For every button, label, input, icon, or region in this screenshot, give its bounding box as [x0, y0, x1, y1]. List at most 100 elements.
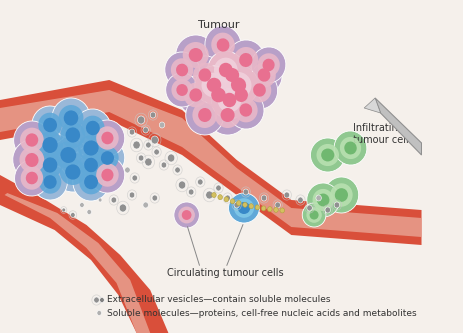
Circle shape — [325, 207, 331, 213]
Circle shape — [138, 155, 144, 161]
Circle shape — [143, 202, 149, 208]
Ellipse shape — [310, 210, 319, 219]
Ellipse shape — [44, 175, 56, 189]
Circle shape — [138, 116, 145, 124]
Ellipse shape — [75, 109, 111, 147]
Circle shape — [249, 204, 253, 209]
Ellipse shape — [184, 83, 207, 107]
Ellipse shape — [61, 122, 85, 148]
Ellipse shape — [340, 137, 361, 159]
Ellipse shape — [253, 83, 266, 97]
Ellipse shape — [78, 135, 104, 161]
Ellipse shape — [60, 159, 86, 185]
Ellipse shape — [38, 152, 63, 178]
Ellipse shape — [59, 105, 83, 131]
Ellipse shape — [101, 151, 114, 165]
Ellipse shape — [189, 48, 203, 62]
Circle shape — [161, 162, 167, 168]
Ellipse shape — [71, 128, 111, 168]
Circle shape — [206, 191, 213, 199]
Circle shape — [230, 199, 235, 204]
Circle shape — [316, 195, 321, 201]
Circle shape — [97, 310, 101, 315]
Ellipse shape — [193, 102, 217, 128]
Circle shape — [334, 202, 339, 208]
Ellipse shape — [65, 165, 81, 179]
Ellipse shape — [43, 118, 57, 132]
Text: Circulating tumour cells: Circulating tumour cells — [168, 268, 284, 278]
Circle shape — [255, 205, 260, 210]
Ellipse shape — [73, 163, 109, 201]
Circle shape — [218, 195, 222, 200]
Ellipse shape — [90, 157, 125, 193]
Circle shape — [280, 208, 284, 213]
Ellipse shape — [96, 146, 119, 170]
Circle shape — [225, 195, 230, 201]
Circle shape — [268, 207, 272, 212]
Ellipse shape — [189, 88, 202, 102]
Circle shape — [224, 197, 229, 202]
Circle shape — [274, 207, 278, 212]
Ellipse shape — [43, 137, 58, 153]
Circle shape — [198, 179, 203, 185]
Ellipse shape — [176, 35, 216, 75]
Ellipse shape — [84, 175, 98, 189]
Ellipse shape — [186, 95, 224, 135]
Circle shape — [62, 208, 66, 212]
Ellipse shape — [90, 140, 125, 176]
Ellipse shape — [178, 206, 195, 223]
Ellipse shape — [211, 88, 226, 102]
Ellipse shape — [54, 115, 92, 155]
Ellipse shape — [227, 40, 265, 80]
Ellipse shape — [83, 141, 99, 156]
Circle shape — [234, 202, 239, 208]
Ellipse shape — [233, 47, 258, 73]
Circle shape — [80, 202, 84, 207]
Ellipse shape — [20, 128, 44, 153]
Ellipse shape — [165, 52, 200, 88]
Ellipse shape — [241, 71, 278, 109]
Text: Extracellular vesicles—contain soluble molecules: Extracellular vesicles—contain soluble m… — [106, 295, 330, 304]
Circle shape — [212, 192, 216, 197]
Ellipse shape — [81, 116, 105, 141]
Ellipse shape — [79, 153, 103, 177]
Ellipse shape — [317, 193, 329, 206]
Ellipse shape — [238, 202, 250, 214]
Circle shape — [70, 212, 75, 217]
Ellipse shape — [251, 47, 286, 83]
Circle shape — [168, 154, 175, 162]
Ellipse shape — [86, 121, 100, 135]
Ellipse shape — [198, 74, 239, 116]
Ellipse shape — [30, 124, 70, 166]
Ellipse shape — [14, 121, 50, 159]
Ellipse shape — [219, 65, 258, 105]
Ellipse shape — [25, 133, 38, 147]
Ellipse shape — [335, 188, 348, 202]
Ellipse shape — [222, 75, 260, 115]
Ellipse shape — [183, 42, 209, 68]
Ellipse shape — [330, 183, 353, 207]
Ellipse shape — [263, 59, 275, 71]
Ellipse shape — [334, 131, 367, 165]
Ellipse shape — [252, 63, 276, 88]
Text: Soluble molecules—proteins, cell-free nucleic acids and metabolites: Soluble molecules—proteins, cell-free nu… — [106, 308, 416, 317]
Ellipse shape — [211, 33, 235, 57]
Circle shape — [132, 175, 138, 181]
Ellipse shape — [187, 56, 223, 94]
Ellipse shape — [101, 132, 113, 144]
Ellipse shape — [311, 138, 345, 172]
Circle shape — [129, 129, 135, 135]
Polygon shape — [5, 193, 150, 333]
Ellipse shape — [195, 66, 233, 104]
Circle shape — [307, 205, 312, 211]
Circle shape — [146, 142, 151, 148]
Circle shape — [151, 136, 158, 144]
Ellipse shape — [220, 108, 235, 122]
Ellipse shape — [32, 106, 68, 144]
Ellipse shape — [39, 170, 61, 194]
Ellipse shape — [225, 72, 251, 98]
Ellipse shape — [313, 189, 334, 211]
Ellipse shape — [248, 78, 271, 102]
Text: Infiltrating
tumour cell: Infiltrating tumour cell — [353, 123, 409, 145]
Text: Tumour: Tumour — [198, 20, 239, 30]
